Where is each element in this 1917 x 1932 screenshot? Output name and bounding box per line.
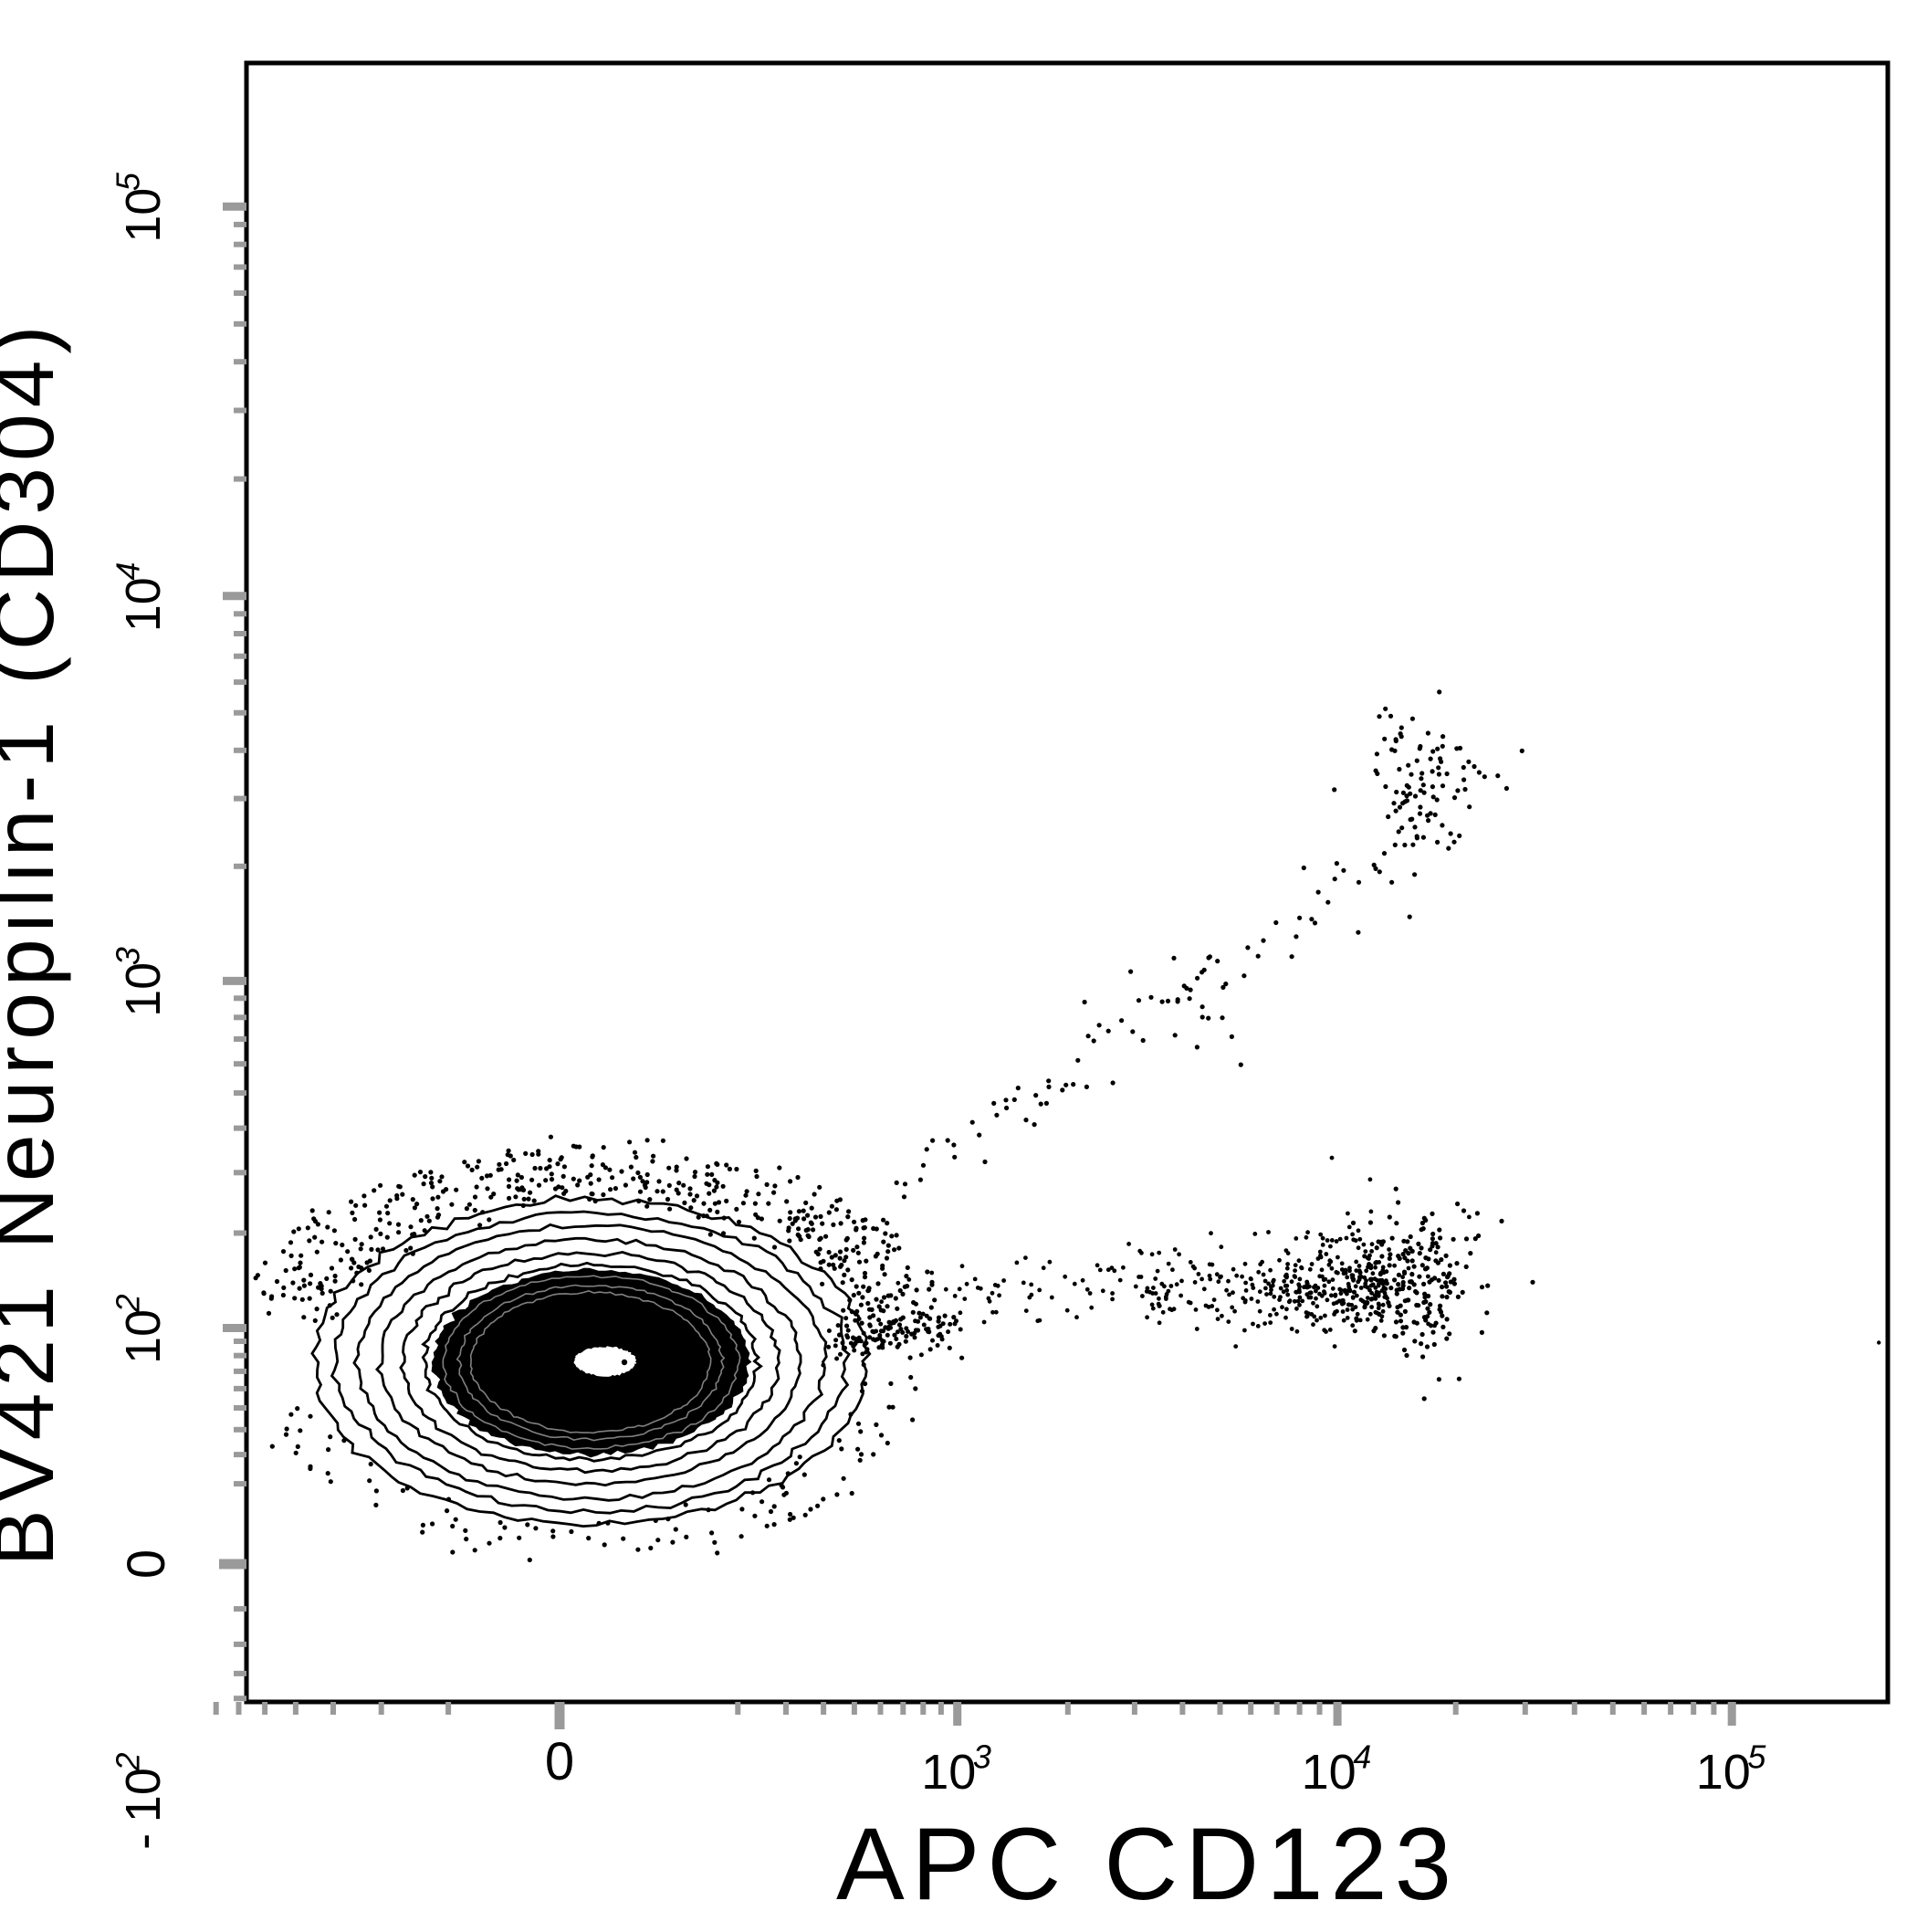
svg-text:10: 10: [1696, 1745, 1751, 1800]
svg-text:5: 5: [109, 172, 146, 191]
svg-text:10: 10: [1302, 1745, 1357, 1800]
svg-text:10: 10: [921, 1745, 976, 1800]
svg-text:BV421 Neuropilin-1 (CD304): BV421 Neuropilin-1 (CD304): [0, 320, 71, 1567]
svg-text:3: 3: [109, 947, 146, 965]
svg-text:10: 10: [116, 577, 171, 632]
svg-text:0: 0: [545, 1732, 574, 1791]
svg-text:10: 10: [116, 962, 171, 1017]
svg-text:3: 3: [973, 1738, 991, 1775]
svg-text:2: 2: [109, 1294, 146, 1313]
svg-text:4: 4: [109, 562, 146, 581]
svg-text:0: 0: [117, 1549, 176, 1579]
svg-text:-: -: [116, 1833, 171, 1850]
svg-text:APC CD123: APC CD123: [836, 1807, 1459, 1921]
svg-text:10: 10: [116, 1768, 171, 1822]
svg-text:10: 10: [116, 1309, 171, 1364]
svg-text:4: 4: [1353, 1738, 1371, 1775]
svg-text:10: 10: [116, 188, 171, 243]
svg-text:2: 2: [109, 1752, 146, 1771]
svg-text:5: 5: [1747, 1738, 1766, 1775]
